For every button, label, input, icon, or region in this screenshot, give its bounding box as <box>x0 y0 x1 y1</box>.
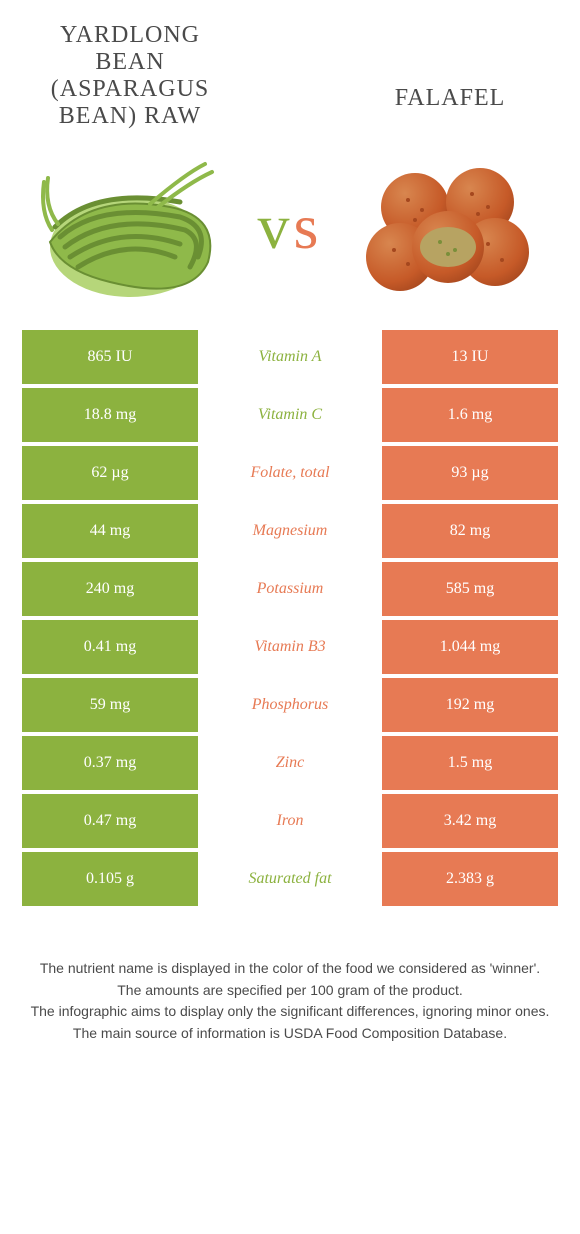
footnote-line: The main source of information is USDA F… <box>30 1023 550 1045</box>
food-right-title: Falafel <box>350 41 550 112</box>
nutrient-right-value: 1.5 mg <box>382 736 558 790</box>
nutrient-right-value: 82 mg <box>382 504 558 558</box>
nutrient-left-value: 44 mg <box>22 504 198 558</box>
vs-label: vs <box>258 190 323 264</box>
nutrient-left-value: 0.105 g <box>22 852 198 906</box>
nutrient-right-value: 1.6 mg <box>382 388 558 442</box>
nutrient-left-value: 865 IU <box>22 330 198 384</box>
nutrient-left-value: 240 mg <box>22 562 198 616</box>
nutrient-left-value: 62 µg <box>22 446 198 500</box>
nutrient-name: Vitamin A <box>198 330 382 384</box>
footnote-line: The amounts are specified per 100 gram o… <box>30 980 550 1002</box>
nutrient-row: 240 mgPotassium585 mg <box>22 562 558 616</box>
nutrient-row: 0.105 gSaturated fat2.383 g <box>22 852 558 906</box>
nutrient-right-value: 192 mg <box>382 678 558 732</box>
nutrient-right-value: 93 µg <box>382 446 558 500</box>
infographic-container: Yardlong bean (Asparagus bean) raw Falaf… <box>0 0 580 1045</box>
food-left-title: Yardlong bean (Asparagus bean) raw <box>30 22 230 130</box>
nutrient-row: 62 µgFolate, total93 µg <box>22 446 558 500</box>
nutrient-right-value: 585 mg <box>382 562 558 616</box>
nutrient-name: Folate, total <box>198 446 382 500</box>
nutrient-left-value: 0.37 mg <box>22 736 198 790</box>
nutrient-name: Vitamin B3 <box>198 620 382 674</box>
nutrient-name: Saturated fat <box>198 852 382 906</box>
nutrient-name: Zinc <box>198 736 382 790</box>
footnote-line: The infographic aims to display only the… <box>30 1001 550 1023</box>
nutrient-table: 865 IUVitamin A13 IU18.8 mgVitamin C1.6 … <box>0 330 580 906</box>
footnotes: The nutrient name is displayed in the co… <box>0 906 580 1045</box>
title-row: Yardlong bean (Asparagus bean) raw Falaf… <box>0 0 580 134</box>
nutrient-name: Vitamin C <box>198 388 382 442</box>
nutrient-row: 0.37 mgZinc1.5 mg <box>22 736 558 790</box>
nutrient-name: Potassium <box>198 562 382 616</box>
nutrient-left-value: 0.47 mg <box>22 794 198 848</box>
vs-s: s <box>294 190 323 264</box>
nutrient-row: 0.41 mgVitamin B31.044 mg <box>22 620 558 674</box>
nutrient-row: 865 IUVitamin A13 IU <box>22 330 558 384</box>
nutrient-name: Iron <box>198 794 382 848</box>
nutrient-right-value: 1.044 mg <box>382 620 558 674</box>
nutrient-right-value: 13 IU <box>382 330 558 384</box>
footnote-line: The nutrient name is displayed in the co… <box>30 958 550 980</box>
food-right-image <box>350 142 550 312</box>
vs-v: v <box>258 190 294 264</box>
food-left-image <box>30 142 230 312</box>
nutrient-name: Magnesium <box>198 504 382 558</box>
image-row: vs <box>0 134 580 330</box>
nutrient-name: Phosphorus <box>198 678 382 732</box>
nutrient-right-value: 2.383 g <box>382 852 558 906</box>
nutrient-left-value: 0.41 mg <box>22 620 198 674</box>
nutrient-row: 44 mgMagnesium82 mg <box>22 504 558 558</box>
nutrient-row: 59 mgPhosphorus192 mg <box>22 678 558 732</box>
nutrient-row: 18.8 mgVitamin C1.6 mg <box>22 388 558 442</box>
nutrient-row: 0.47 mgIron3.42 mg <box>22 794 558 848</box>
nutrient-left-value: 18.8 mg <box>22 388 198 442</box>
nutrient-left-value: 59 mg <box>22 678 198 732</box>
nutrient-right-value: 3.42 mg <box>382 794 558 848</box>
